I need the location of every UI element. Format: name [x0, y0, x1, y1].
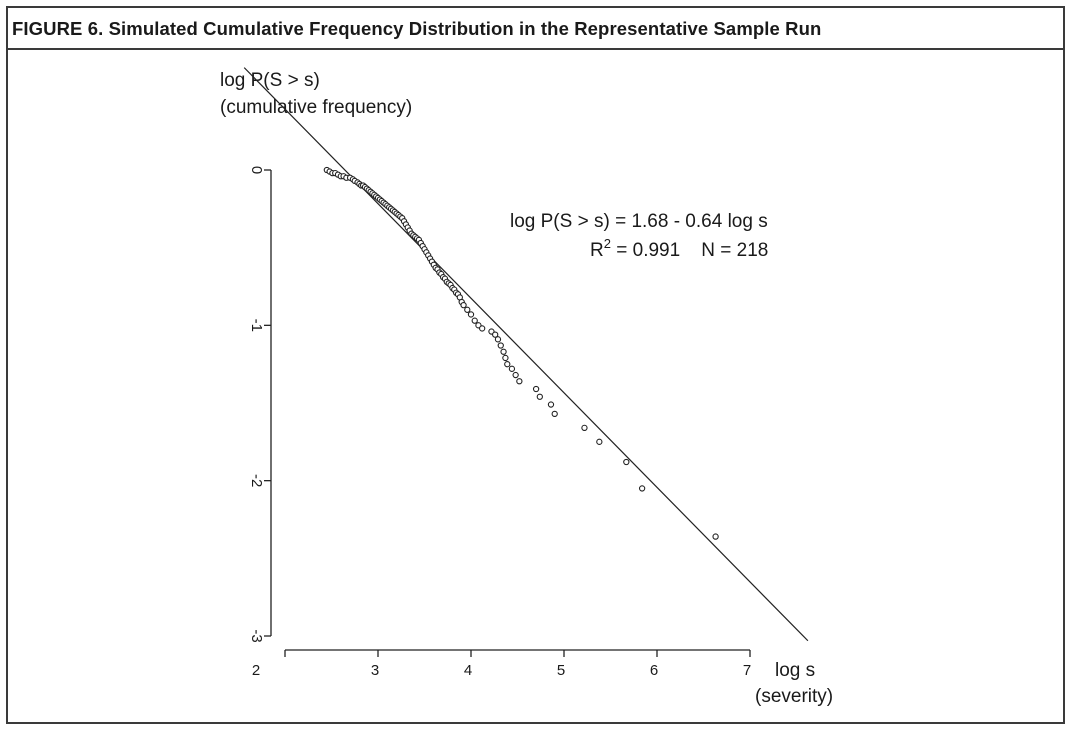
- axes: 2 3 4 5 6 7 0 -1 -2 -3: [248, 166, 751, 679]
- x-axis-label-line1: log s: [775, 660, 815, 681]
- data-points: [323, 166, 719, 540]
- x-tick-label-4: 4: [464, 662, 472, 679]
- x-tick-label-3: 3: [371, 662, 379, 679]
- data-point-75: [492, 331, 499, 338]
- title-divider: [6, 48, 1065, 50]
- fit-statistics: R2 = 0.991 N = 218: [590, 236, 768, 261]
- x-tick-label-7: 7: [743, 662, 751, 679]
- data-point-78: [500, 348, 507, 355]
- data-point-86: [547, 401, 555, 408]
- y-axis-label-line2: (cumulative frequency): [220, 97, 412, 118]
- data-point-80: [504, 361, 511, 368]
- fit-equation: log P(S > s) = 1.68 - 0.64 log s: [510, 211, 768, 232]
- data-point-90: [623, 458, 630, 466]
- y-tick-label--2: -2: [248, 474, 265, 487]
- figure-title: FIGURE 6. Simulated Cumulative Frequency…: [12, 18, 822, 39]
- data-point-76: [494, 336, 502, 343]
- y-tick-label--3: -3: [248, 629, 265, 642]
- data-point-91: [638, 485, 646, 492]
- data-point-68: [460, 301, 467, 309]
- data-point-87: [551, 410, 558, 418]
- data-point-69: [464, 306, 471, 313]
- y-tick-label--1: -1: [248, 319, 265, 332]
- data-point-88: [581, 424, 588, 432]
- y-axis-label-line1: log P(S > s): [220, 70, 320, 91]
- data-point-79: [502, 354, 509, 362]
- data-point-81: [508, 365, 516, 372]
- data-point-73: [479, 325, 486, 332]
- x-axis-label-line2: (severity): [755, 686, 833, 707]
- data-point-77: [497, 342, 504, 349]
- data-point-84: [532, 385, 540, 393]
- data-point-83: [516, 378, 523, 385]
- x-tick-label-6: 6: [650, 662, 658, 679]
- data-point-92: [712, 533, 719, 540]
- data-point-85: [536, 393, 543, 400]
- y-tick-label-0: 0: [248, 166, 265, 174]
- fit-line-group: [243, 67, 809, 642]
- x-tick-label-5: 5: [557, 662, 565, 679]
- data-point-89: [596, 438, 603, 445]
- data-point-71: [471, 317, 478, 324]
- regression-line: [243, 67, 809, 642]
- x-tick-label-2: 2: [252, 662, 260, 679]
- data-point-82: [512, 371, 519, 379]
- data-point-70: [467, 311, 475, 318]
- figure-frame: [6, 6, 1065, 724]
